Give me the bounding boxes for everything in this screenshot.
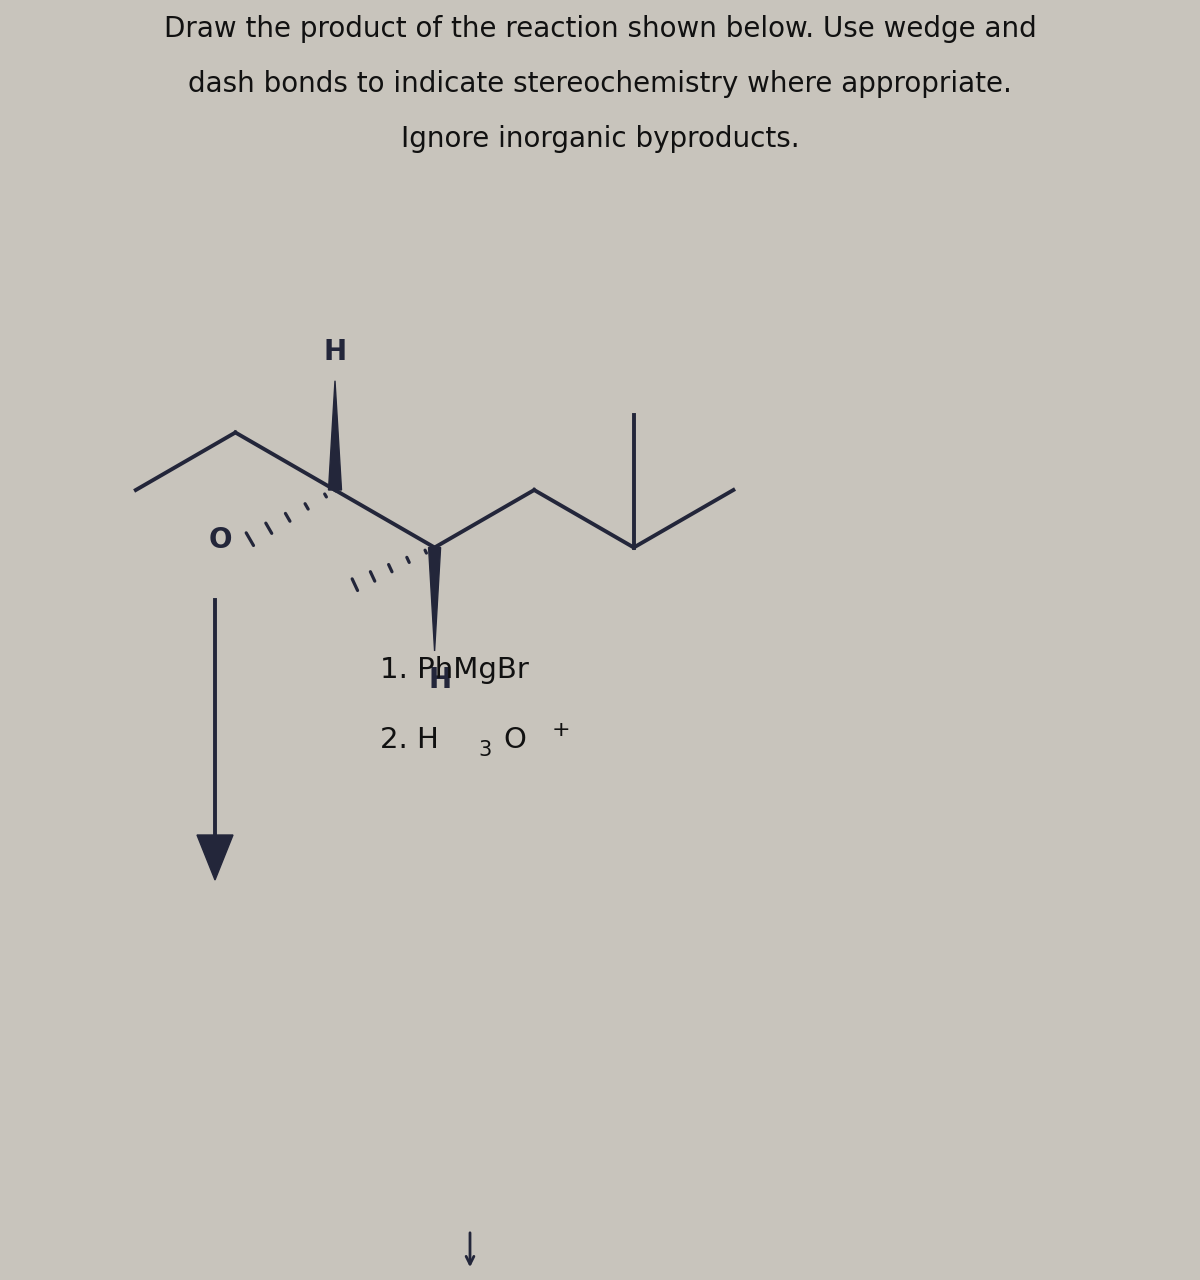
Text: H: H bbox=[428, 666, 451, 694]
Text: 1. PhMgBr: 1. PhMgBr bbox=[380, 657, 529, 684]
Text: 3: 3 bbox=[478, 740, 491, 760]
Polygon shape bbox=[197, 835, 233, 881]
Text: H: H bbox=[324, 338, 347, 366]
Text: 2. H: 2. H bbox=[380, 726, 439, 754]
Text: Draw the product of the reaction shown below. Use wedge and: Draw the product of the reaction shown b… bbox=[163, 15, 1037, 44]
Text: Ignore inorganic byproducts.: Ignore inorganic byproducts. bbox=[401, 125, 799, 154]
Text: dash bonds to indicate stereochemistry where appropriate.: dash bonds to indicate stereochemistry w… bbox=[188, 70, 1012, 99]
Text: O: O bbox=[209, 526, 233, 554]
Polygon shape bbox=[329, 380, 342, 490]
Text: O: O bbox=[503, 726, 526, 754]
Text: +: + bbox=[552, 719, 571, 740]
Polygon shape bbox=[428, 548, 440, 652]
